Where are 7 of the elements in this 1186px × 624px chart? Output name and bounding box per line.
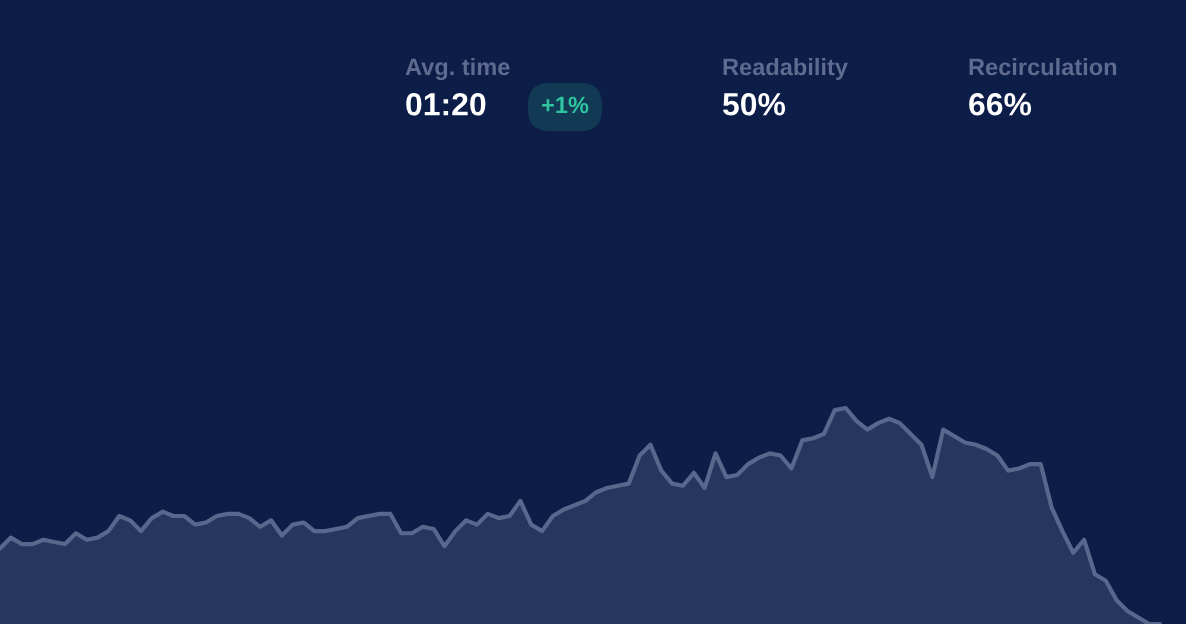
text: 01:20 bbox=[406, 92, 486, 116]
text: 50% bbox=[722, 92, 786, 116]
text: +1% bbox=[542, 96, 589, 114]
text: Avg. time bbox=[405, 57, 510, 81]
text: Recirculation bbox=[969, 58, 1117, 76]
text: 66% bbox=[969, 92, 1032, 116]
text: Readability bbox=[723, 58, 848, 80]
